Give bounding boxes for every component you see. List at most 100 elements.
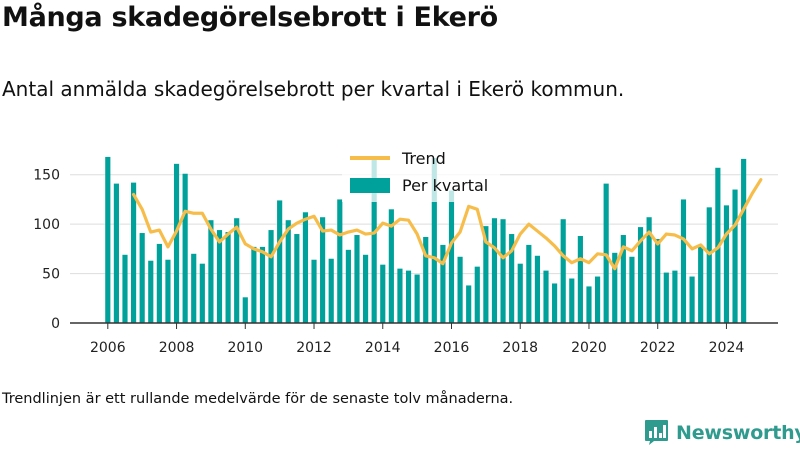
bar [345, 249, 351, 323]
bar [457, 256, 463, 323]
bar [191, 253, 197, 323]
bar [363, 254, 369, 323]
bar [328, 258, 334, 323]
bar [354, 235, 360, 323]
bar [698, 245, 704, 323]
bar [629, 256, 635, 323]
bar [320, 217, 326, 323]
bar [509, 234, 515, 323]
bar [234, 218, 240, 323]
bar [414, 274, 420, 323]
bar [706, 207, 712, 323]
x-tick-label: 2022 [640, 340, 676, 356]
bar [672, 270, 678, 323]
bar [259, 246, 266, 323]
bar [612, 252, 618, 323]
bar [637, 227, 644, 323]
bar [440, 244, 446, 323]
bar [552, 283, 558, 323]
bar [491, 218, 498, 323]
bar [543, 270, 549, 323]
bar [139, 233, 145, 323]
bar [251, 246, 257, 323]
bar [500, 219, 506, 323]
trend-line-group [131, 178, 763, 271]
bar [448, 190, 455, 323]
bar [199, 263, 205, 323]
bar [466, 285, 472, 323]
brand-name: Newsworthy [676, 421, 800, 444]
brand-logo[interactable]: Newsworthy [644, 419, 800, 446]
bar [285, 220, 291, 323]
y-tick-label: 100 [33, 217, 60, 233]
y-tick-label: 150 [33, 168, 60, 184]
bar [646, 217, 652, 323]
bar [517, 263, 523, 323]
y-tick-label: 50 [42, 267, 60, 283]
newsworthy-logo-icon [645, 420, 668, 445]
bar [225, 232, 231, 323]
axes: 0 50 100 150 2006 2008 2010 2012 2014 2016 2018 202… [33, 168, 778, 356]
bar [380, 264, 386, 323]
x-tick-label: 2006 [90, 340, 126, 356]
x-tick-label: 2020 [571, 340, 607, 356]
x-tick-label: 2024 [709, 340, 745, 356]
bar [148, 260, 154, 323]
bar [594, 276, 601, 323]
bar [405, 270, 412, 323]
bar [723, 205, 730, 323]
bar [423, 236, 429, 323]
bar [173, 163, 180, 323]
bar [294, 234, 300, 323]
bar [534, 255, 540, 323]
bar-chart: 0 50 100 150 2006 2008 2010 2012 2014 2016 2018 202… [33, 144, 778, 356]
bar [311, 259, 317, 323]
bar [216, 230, 223, 323]
bar [569, 278, 575, 323]
bar [474, 266, 480, 323]
bar [182, 173, 188, 323]
y-tick-label: 0 [51, 316, 60, 332]
bar [741, 158, 747, 323]
bar [586, 286, 592, 323]
x-tick-label: 2016 [434, 340, 470, 356]
bar [732, 189, 738, 323]
x-tick-label: 2010 [227, 340, 263, 356]
bar [689, 276, 695, 323]
chart-title: Många skadegörelsebrott i Ekerö [2, 2, 498, 33]
bar [122, 254, 128, 323]
bar [620, 235, 626, 323]
trend-line [131, 178, 763, 271]
bar [680, 199, 687, 323]
legend-bars-swatch [350, 178, 390, 193]
bar [268, 230, 274, 323]
x-tick-label: 2012 [296, 340, 332, 356]
bar [388, 209, 394, 323]
bars [105, 156, 747, 323]
bar [113, 183, 119, 323]
x-tick-label: 2008 [159, 340, 195, 356]
bar [156, 243, 162, 323]
bar [165, 259, 171, 323]
bar [208, 220, 214, 323]
bar [371, 157, 377, 323]
bar [397, 268, 403, 323]
x-tick-label: 2018 [502, 340, 538, 356]
bar [526, 244, 532, 323]
x-tick-label: 2014 [365, 340, 401, 356]
bar [431, 157, 437, 323]
legend: Trend Per kvartal [342, 144, 500, 202]
footnote: Trendlinjen är ett rullande medelvärde f… [2, 391, 514, 407]
bar [577, 236, 583, 323]
bar [655, 238, 661, 323]
bar [337, 199, 343, 323]
bar [242, 297, 248, 323]
bar [105, 156, 111, 323]
bar [560, 219, 566, 323]
legend-bars-label: Per kvartal [402, 176, 488, 195]
bar [483, 226, 489, 323]
bar [663, 272, 669, 323]
bar [277, 200, 283, 323]
bar [302, 212, 309, 323]
legend-trend-label: Trend [401, 149, 446, 168]
